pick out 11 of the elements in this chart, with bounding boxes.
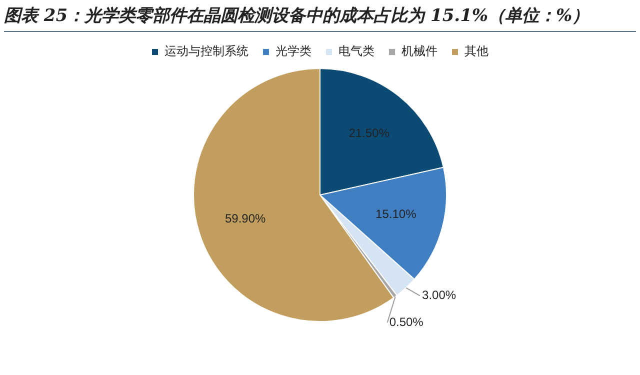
- data-label: 15.10%: [376, 207, 417, 222]
- legend-label: 电气类: [338, 44, 374, 58]
- data-label: 3.00%: [422, 288, 456, 302]
- legend-label: 运动与控制系统: [164, 44, 248, 58]
- data-label: 59.90%: [224, 211, 266, 226]
- legend-label: 光学类: [276, 44, 312, 58]
- data-label: 21.50%: [348, 126, 390, 140]
- chart-title: 图表 25：光学类零部件在晶圆检测设备中的成本占比为 15.1%（单位：%）: [4, 4, 636, 32]
- legend-label: 机械件: [402, 44, 438, 58]
- legend-label: 其他: [464, 44, 488, 58]
- data-label: 0.50%: [389, 314, 424, 329]
